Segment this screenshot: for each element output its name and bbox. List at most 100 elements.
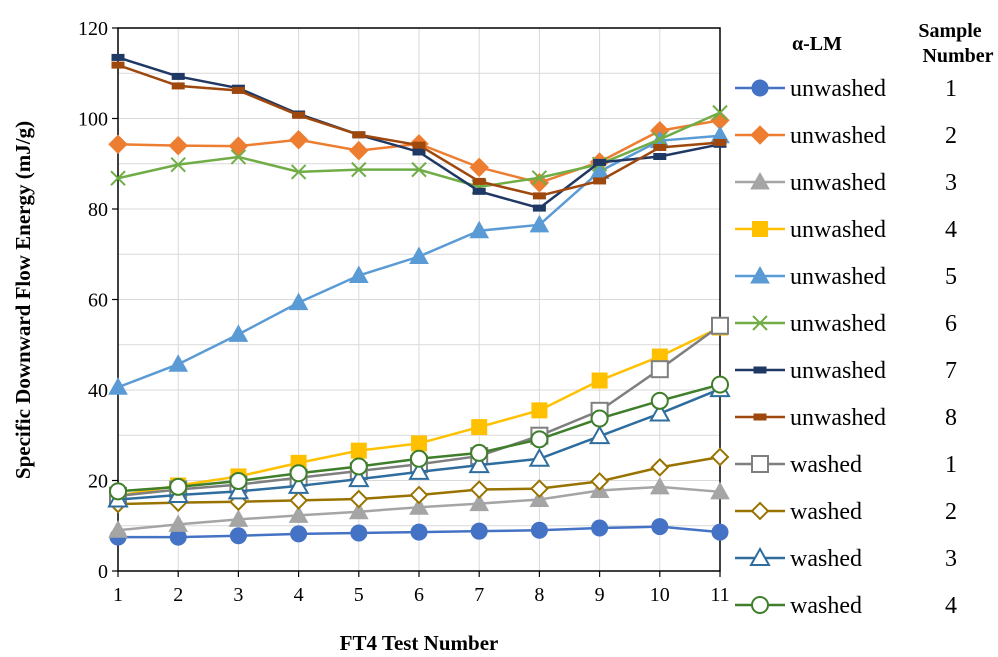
legend-item: washed 1 bbox=[735, 452, 957, 478]
data-point bbox=[228, 324, 249, 342]
series-unwashed-1 bbox=[109, 518, 729, 546]
legend-item: washed 2 bbox=[735, 499, 957, 525]
data-point bbox=[110, 170, 126, 186]
y-tick-label: 100 bbox=[78, 109, 108, 131]
data-point bbox=[409, 485, 429, 505]
data-point bbox=[228, 136, 249, 156]
data-point bbox=[350, 524, 368, 542]
data-point bbox=[349, 140, 369, 161]
x-tick-label: 8 bbox=[534, 584, 544, 606]
x-tick-label: 7 bbox=[474, 584, 484, 606]
data-point bbox=[471, 419, 488, 436]
legend-swatch-marker bbox=[750, 125, 770, 145]
data-point bbox=[710, 447, 730, 467]
legend-swatch-marker bbox=[751, 455, 769, 473]
data-point bbox=[470, 443, 489, 462]
data-point bbox=[227, 480, 250, 500]
y-tick-label: 80 bbox=[88, 199, 108, 221]
data-point bbox=[530, 430, 549, 449]
series-washed-4 bbox=[109, 375, 729, 501]
data-point bbox=[591, 519, 609, 537]
data-point bbox=[713, 138, 727, 146]
legend-label-material: unwashed bbox=[790, 264, 886, 290]
data-point bbox=[290, 164, 307, 180]
data-point bbox=[231, 86, 245, 94]
legend-swatch-marker bbox=[751, 79, 769, 97]
legend-item: unwashed 7 bbox=[735, 358, 957, 384]
legend-item: unwashed 5 bbox=[735, 264, 957, 290]
x-tick-label: 4 bbox=[294, 584, 304, 606]
y-tick-label: 0 bbox=[98, 561, 108, 583]
data-point bbox=[593, 177, 607, 185]
data-point bbox=[229, 471, 248, 490]
legend-item: unwashed 2 bbox=[735, 123, 957, 149]
legend-label-material: washed bbox=[790, 546, 862, 572]
data-point bbox=[230, 149, 247, 165]
legend-header-sample-line1: Sample bbox=[918, 20, 981, 42]
data-point bbox=[168, 135, 188, 156]
data-point bbox=[412, 148, 426, 156]
data-point bbox=[593, 158, 607, 166]
legend-label-sample: 1 bbox=[945, 76, 957, 102]
legend-item: washed 3 bbox=[735, 546, 957, 572]
data-point bbox=[289, 490, 309, 510]
data-point bbox=[412, 141, 426, 149]
data-point bbox=[108, 134, 128, 154]
data-point bbox=[591, 372, 608, 389]
data-point bbox=[289, 464, 308, 483]
x-tick-label: 5 bbox=[354, 584, 364, 606]
data-point bbox=[469, 480, 489, 499]
legend-label-material: washed bbox=[790, 452, 862, 478]
data-point bbox=[653, 153, 667, 161]
x-tick-label: 6 bbox=[414, 584, 424, 606]
y-tick-label: 20 bbox=[88, 471, 108, 493]
data-point bbox=[409, 246, 429, 265]
legend-swatch-marker bbox=[753, 366, 767, 374]
legend-label-sample: 6 bbox=[945, 311, 957, 337]
legend-swatch-marker bbox=[750, 171, 770, 190]
y-tick-label: 40 bbox=[88, 380, 108, 402]
data-point bbox=[649, 476, 670, 495]
data-point bbox=[468, 454, 490, 474]
series-unwashed-8 bbox=[111, 61, 727, 200]
legend-swatch-marker bbox=[749, 546, 771, 566]
x-tick-label: 1 bbox=[113, 584, 123, 606]
legend-label-material: unwashed bbox=[790, 170, 886, 196]
legend-label-material: unwashed bbox=[790, 405, 886, 431]
data-point bbox=[650, 457, 670, 477]
y-axis-ticks: 0 20 40 60 80 100 120 bbox=[78, 18, 118, 583]
data-point bbox=[111, 53, 125, 61]
data-point bbox=[169, 477, 188, 496]
data-point bbox=[170, 156, 186, 173]
data-point bbox=[590, 471, 610, 491]
data-point bbox=[288, 505, 309, 523]
legend-label-sample: 2 bbox=[945, 499, 957, 525]
data-point bbox=[528, 447, 551, 467]
data-point bbox=[532, 192, 546, 200]
data-point bbox=[529, 214, 550, 233]
data-point bbox=[529, 489, 550, 508]
legend-label-material: washed bbox=[790, 499, 862, 525]
legend-label-sample: 4 bbox=[945, 593, 957, 619]
legend-label-material: unwashed bbox=[790, 76, 886, 102]
data-point bbox=[470, 522, 488, 540]
data-point bbox=[108, 520, 128, 538]
legend-swatch-marker bbox=[752, 221, 768, 237]
data-point bbox=[650, 391, 669, 410]
data-point bbox=[472, 187, 486, 195]
data-point bbox=[650, 360, 669, 379]
data-point bbox=[288, 130, 309, 150]
data-point bbox=[288, 292, 309, 311]
y-tick-label: 120 bbox=[78, 18, 108, 40]
legend-item: unwashed 3 bbox=[735, 170, 957, 196]
data-point bbox=[350, 442, 367, 459]
x-tick-label: 2 bbox=[173, 584, 183, 606]
data-point bbox=[349, 457, 368, 476]
data-point bbox=[529, 479, 549, 499]
legend-item: unwashed 4 bbox=[735, 217, 957, 243]
legend-label-material: washed bbox=[790, 593, 862, 619]
data-point bbox=[530, 521, 548, 539]
y-axis-title: Specific Downward Flow Energy (mJ/g) bbox=[11, 121, 35, 479]
